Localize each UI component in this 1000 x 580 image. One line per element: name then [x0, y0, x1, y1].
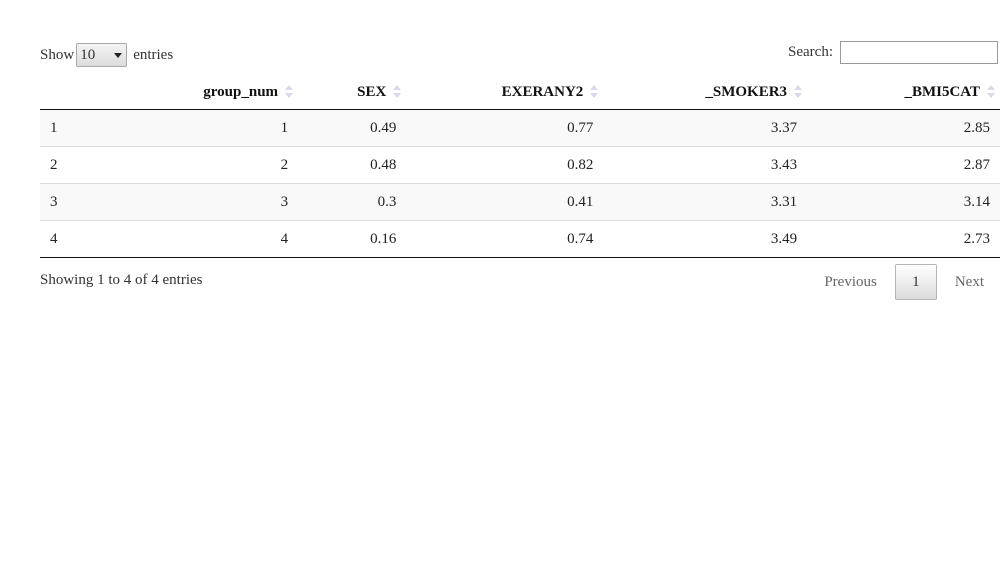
table-cell: 1	[67, 109, 299, 147]
entries-length-control: Show 10 entries	[40, 42, 173, 68]
sort-icon	[392, 85, 402, 99]
column-header-bmi5cat[interactable]: _BMI5CAT	[807, 75, 1000, 110]
table-cell: 3.49	[603, 220, 808, 258]
table-cell: 0.48	[298, 146, 407, 184]
chevron-down-icon	[114, 52, 123, 58]
table-cell: 0.82	[406, 146, 604, 184]
column-header-group-num[interactable]: group_num	[67, 75, 299, 110]
table-cell: 3.37	[603, 109, 808, 147]
sort-icon	[986, 85, 996, 99]
row-name-cell: 4	[40, 220, 68, 258]
table-cell: 3.31	[603, 183, 808, 221]
column-header-label: EXERANY2	[501, 83, 584, 100]
table-cell: 2.85	[807, 109, 1000, 147]
column-header-rowname	[40, 75, 68, 110]
table-cell: 3	[67, 183, 299, 221]
table-cell: 3.43	[603, 146, 808, 184]
table-cell: 2.73	[807, 220, 1000, 258]
table-cell: 2	[67, 146, 299, 184]
column-header-label: SEX	[357, 83, 387, 100]
table-info: Showing 1 to 4 of 4 entries	[40, 272, 203, 288]
table-cell: 0.41	[406, 183, 604, 221]
row-name-cell: 3	[40, 183, 68, 221]
table-header-row: group_num SEX EXERANY2 _SMOKER3 _BMI5CAT	[40, 75, 1000, 110]
table-cell: 4	[67, 220, 299, 258]
next-page-button[interactable]: Next	[954, 273, 984, 290]
table-cell: 2.87	[807, 146, 1000, 184]
sort-icon	[793, 85, 803, 99]
search-label: Search:	[788, 44, 833, 60]
entries-per-page-value: 10	[80, 46, 96, 63]
row-name-cell: 2	[40, 146, 68, 184]
column-header-label: _BMI5CAT	[904, 83, 980, 100]
entries-label: entries	[133, 46, 174, 63]
previous-page-button[interactable]: Previous	[824, 273, 877, 290]
data-table: group_num SEX EXERANY2 _SMOKER3 _BMI5CAT…	[40, 75, 1000, 258]
table-cell: 0.49	[298, 109, 407, 147]
column-header-sex[interactable]: SEX	[298, 75, 407, 110]
entries-per-page-select[interactable]: 10	[76, 43, 128, 67]
sort-icon	[589, 85, 599, 99]
table-cell: 0.74	[406, 220, 604, 258]
table-row[interactable]: 4 4 0.16 0.74 3.49 2.73	[40, 220, 1000, 258]
column-header-label: _SMOKER3	[705, 83, 788, 100]
table-cell: 3.14	[807, 183, 1000, 221]
table-row[interactable]: 1 1 0.49 0.77 3.37 2.85	[40, 109, 1000, 147]
column-header-smoker3[interactable]: _SMOKER3	[603, 75, 808, 110]
show-label: Show	[40, 46, 75, 63]
column-header-label: group_num	[203, 83, 279, 100]
sort-icon	[284, 85, 294, 99]
column-header-exerany2[interactable]: EXERANY2	[406, 75, 604, 110]
row-name-cell: 1	[40, 109, 68, 147]
pagination: Previous 1 Next	[810, 263, 1000, 301]
search-input[interactable]	[840, 41, 998, 64]
table-cell: 0.3	[298, 183, 407, 221]
table-row[interactable]: 3 3 0.3 0.41 3.31 3.14	[40, 183, 1000, 221]
table-cell: 0.16	[298, 220, 407, 258]
page-1-button[interactable]: 1	[894, 264, 937, 300]
search-control: Search:	[788, 41, 998, 64]
table-cell: 0.77	[406, 109, 604, 147]
table-row[interactable]: 2 2 0.48 0.82 3.43 2.87	[40, 146, 1000, 184]
